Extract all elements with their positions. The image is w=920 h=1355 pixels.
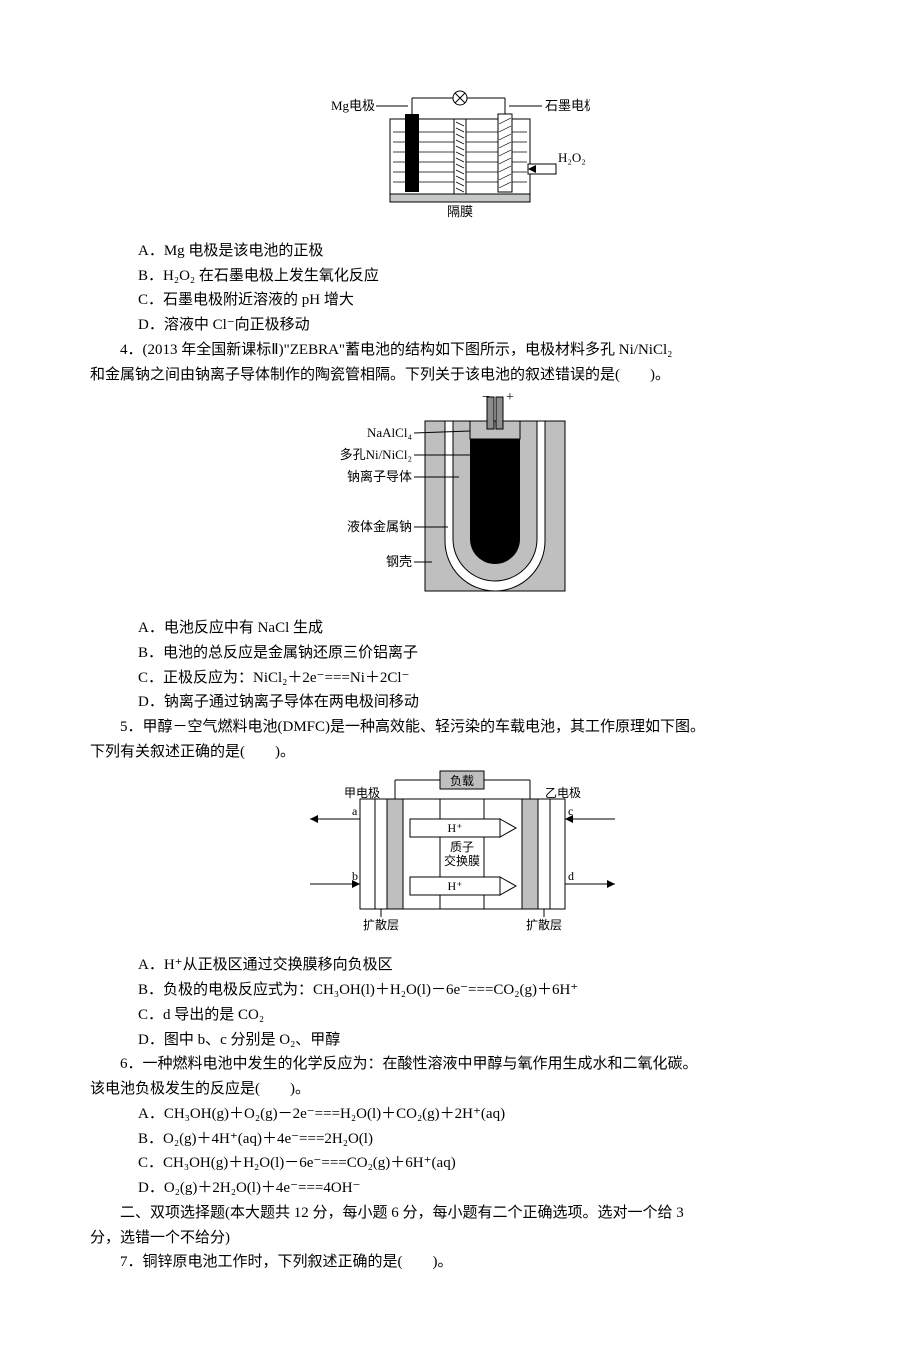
q4-choice-a: A．电池反应中有 NaCl 生成: [90, 616, 830, 641]
figure-q3-cell: Mg电极 石墨电极 H₂O₂ 隔膜: [90, 84, 830, 233]
q3-choice-b: B．H₂O₂ 在石墨电极上发生氧化反应: [90, 264, 830, 289]
shell-label: 钢壳: [386, 554, 412, 569]
figure-q5-dmfc: 负载 甲电极 乙电极 质子 交换膜 H⁺ H⁺ a b c d 扩散层 扩散层: [90, 769, 830, 948]
q4-stem-2: 和金属钠之间由钠离子导体制作的陶瓷管相隔。下列关于该电池的叙述错误的是( )。: [90, 363, 830, 388]
port-c: c: [568, 804, 573, 818]
q7-stem: 7．铜锌原电池工作时，下列叙述正确的是( )。: [90, 1250, 830, 1275]
q5-choice-a: A．H⁺从正极区通过交换膜移向负极区: [90, 953, 830, 978]
liquid-na-label: 液体金属钠: [347, 519, 412, 534]
mg-electrode-label: Mg电极: [331, 98, 375, 113]
q6-choice-d: D．O₂(g)＋2H₂O(l)＋4e⁻===4OH⁻: [90, 1176, 830, 1201]
yi-label: 乙电极: [545, 786, 581, 800]
membrane-label: 隔膜: [447, 204, 473, 219]
port-a: a: [352, 804, 358, 818]
port-b: b: [352, 869, 358, 883]
h-arrow-bottom: H⁺: [410, 877, 516, 895]
graphite-electrode-label: 石墨电极: [545, 98, 590, 113]
svg-text:H⁺: H⁺: [448, 879, 463, 893]
q6-choice-c: C．CH₃OH(g)＋H₂O(l)－6e⁻===CO₂(g)＋6H⁺(aq): [90, 1151, 830, 1176]
figure-q4-zebra: − + NaAlCl₄ 多孔Ni/NiCl₂ 钠离子导体 液体金属钠 钢壳: [90, 391, 830, 610]
conductor-label: 钠离子导体: [347, 469, 412, 484]
q5-stem-2: 下列有关叙述正确的是( )。: [90, 740, 830, 765]
svg-text:H⁺: H⁺: [448, 821, 463, 835]
load-label: 负载: [450, 774, 474, 788]
q5-choice-b: B．负极的电极反应式为：CH₃OH(l)＋H₂O(l)－6e⁻===CO₂(g)…: [90, 978, 830, 1003]
q6-stem-1: 6．一种燃料电池中发生的化学反应为：在酸性溶液中甲醇与氧作用生成水和二氧化碳。: [90, 1052, 830, 1077]
q3-choice-a: A．Mg 电极是该电池的正极: [90, 239, 830, 264]
naalcl4-label: NaAlCl₄: [367, 425, 412, 440]
q6-choice-b: B．O₂(g)＋4H⁺(aq)＋4e⁻===2H₂O(l): [90, 1127, 830, 1152]
figure-q3-svg: Mg电极 石墨电极 H₂O₂ 隔膜: [330, 84, 590, 224]
q4-stem-1: 4．(2013 年全国新课标Ⅱ)"ZEBRA"蓄电池的结构如下图所示，电极材料多…: [90, 338, 830, 363]
pem-label-2: 交换膜: [444, 853, 480, 868]
figure-q4-svg: − + NaAlCl₄ 多孔Ni/NiCl₂ 钠离子导体 液体金属钠 钢壳: [310, 391, 610, 601]
jia-label: 甲电极: [344, 786, 380, 800]
q3-choice-d: D．溶液中 Cl⁻向正极移动: [90, 313, 830, 338]
pem-label-1: 质子: [450, 840, 474, 854]
diff-right-label: 扩散层: [526, 917, 562, 932]
h-arrow-top: H⁺: [410, 819, 516, 837]
q4-choice-b: B．电池的总反应是金属钠还原三价铝离子: [90, 641, 830, 666]
section-2-heading-b: 分，选错一个不给分): [90, 1226, 830, 1251]
q4-choice-c: C．正极反应为：NiCl₂＋2e⁻===Ni＋2Cl⁻: [90, 666, 830, 691]
figure-q5-svg: 负载 甲电极 乙电极 质子 交换膜 H⁺ H⁺ a b c d 扩散层 扩散层: [290, 769, 630, 939]
svg-text:+: +: [506, 391, 514, 405]
section-2-heading: 二、双项选择题(本大题共 12 分，每小题 6 分，每小题有二个正确选项。选对一…: [90, 1201, 830, 1226]
q5-choice-c: C．d 导出的是 CO₂: [90, 1003, 830, 1028]
svg-text:−: −: [482, 391, 490, 405]
q4-choice-d: D．钠离子通过钠离子导体在两电极间移动: [90, 690, 830, 715]
port-d: d: [568, 869, 574, 883]
q3-choice-c: C．石墨电极附近溶液的 pH 增大: [90, 288, 830, 313]
diff-left-label: 扩散层: [363, 917, 399, 932]
q5-choice-d: D．图中 b、c 分别是 O₂、甲醇: [90, 1028, 830, 1053]
h2o2-label: H₂O₂: [558, 150, 586, 165]
q5-stem-1: 5．甲醇－空气燃料电池(DMFC)是一种高效能、轻污染的车载电池，其工作原理如下…: [90, 715, 830, 740]
q6-stem-2: 该电池负极发生的反应是( )。: [90, 1077, 830, 1102]
nicl2-label: 多孔Ni/NiCl₂: [340, 447, 412, 462]
q6-choice-a: A．CH₃OH(g)＋O₂(g)－2e⁻===H₂O(l)＋CO₂(g)＋2H⁺…: [90, 1102, 830, 1127]
